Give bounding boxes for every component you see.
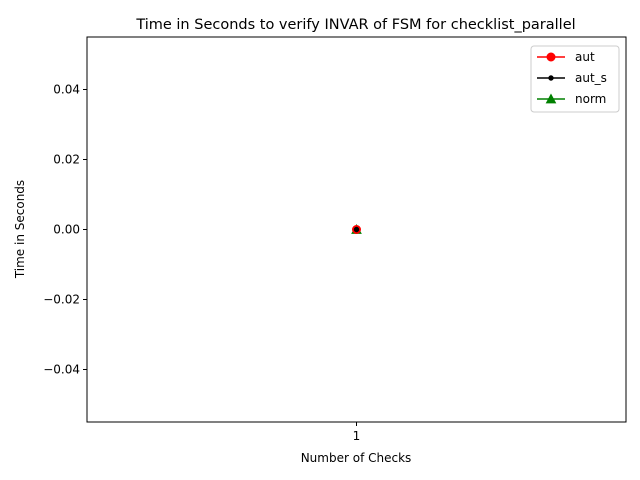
- legend-label-norm: norm: [575, 92, 606, 106]
- legend-label-aut: aut: [575, 50, 595, 64]
- legend-marker-norm: [545, 93, 557, 104]
- y-axis-ticks: −0.04 −0.02 0.00 0.02 0.04: [43, 83, 87, 377]
- x-axis-ticks: 1: [353, 422, 361, 443]
- y-tick-label: 0.00: [53, 223, 80, 237]
- y-tick-label: −0.02: [43, 293, 80, 307]
- y-tick-label: 0.04: [53, 83, 80, 97]
- legend-box: [530, 45, 620, 113]
- legend-marker-aut: [546, 52, 556, 62]
- x-tick-label: 1: [353, 429, 361, 443]
- y-tick-label: 0.02: [53, 153, 80, 167]
- y-axis-label: Time in Seconds: [13, 180, 27, 279]
- legend-label-aut_s: aut_s: [575, 71, 607, 85]
- series-layer: [351, 223, 362, 234]
- chart-title: Time in Seconds to verify INVAR of FSM f…: [135, 17, 575, 33]
- data-point-aut_s: [353, 226, 360, 233]
- legend-marker-aut_s: [548, 75, 554, 81]
- x-axis-label: Number of Checks: [301, 451, 412, 465]
- y-tick-label: −0.04: [43, 363, 80, 377]
